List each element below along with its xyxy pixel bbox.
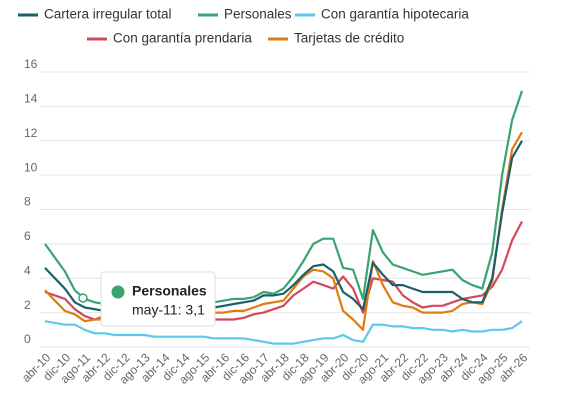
plot-area: 0246810121416abr-10dic-10ago-11abr-12dic…: [19, 57, 531, 387]
y-tick-label: 2: [24, 298, 31, 312]
y-tick-label: 8: [24, 195, 31, 209]
legend-label: Cartera irregular total: [44, 7, 172, 22]
tooltip-box: [100, 271, 216, 327]
y-tick-label: 6: [24, 229, 31, 243]
y-tick-label: 16: [24, 57, 38, 71]
y-tick-label: 10: [24, 160, 38, 174]
series-line: [44, 320, 523, 345]
legend-label: Tarjetas de crédito: [294, 31, 404, 46]
tooltip-dot: [111, 285, 125, 299]
legend-label: Con garantía prendaria: [113, 31, 252, 46]
y-tick-label: 14: [24, 92, 38, 106]
tooltip-series: Personales: [132, 283, 207, 299]
hover-point: [78, 293, 88, 303]
y-tick-label: 4: [24, 263, 31, 277]
y-tick-label: 12: [24, 126, 38, 140]
y-tick-label: 0: [24, 332, 31, 346]
tooltip: Personales may-11: 3,1: [78, 271, 216, 327]
tooltip-label: may-11: 3,1: [132, 302, 205, 318]
legend-label: Con garantía hipotecaria: [321, 7, 469, 22]
legend-label: Personales: [224, 7, 292, 22]
